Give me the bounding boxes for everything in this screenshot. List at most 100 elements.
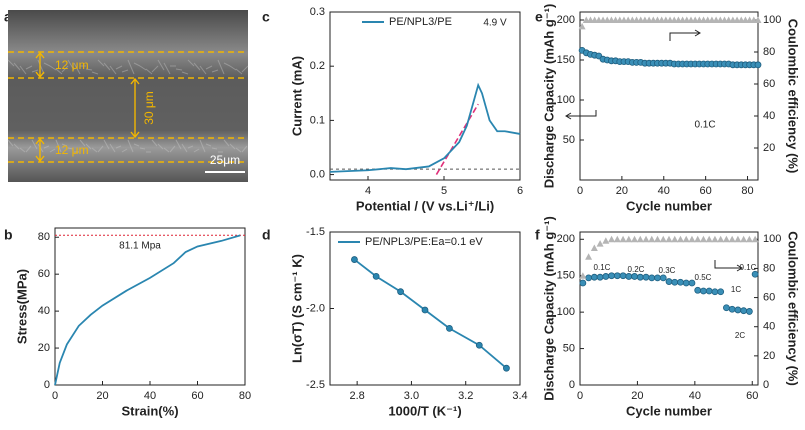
- texture: [61, 143, 68, 147]
- texture: [7, 59, 15, 67]
- texture: [193, 62, 201, 71]
- data-point: [372, 272, 380, 280]
- arrowhead: [130, 77, 140, 139]
- x-tick-label: 80: [741, 185, 753, 197]
- y-tick-label: 100: [557, 94, 575, 106]
- annotation: 81.1 Mpa: [119, 241, 161, 252]
- x-tick-label: 5: [441, 185, 447, 197]
- data-point: [665, 278, 673, 285]
- data-point: [682, 279, 690, 287]
- data-point: [602, 273, 610, 280]
- texture: [109, 65, 117, 75]
- data-point: [619, 272, 627, 280]
- texture: [157, 59, 165, 71]
- annotation: 30 μm: [142, 91, 156, 125]
- arrowhead: [35, 137, 45, 163]
- data-point: [717, 288, 725, 296]
- y-tick-label: -2.0: [306, 302, 325, 314]
- panel-label: d: [262, 227, 271, 243]
- data-point: [740, 307, 748, 315]
- data-point: [590, 244, 598, 252]
- x-tick-label: 40: [658, 185, 670, 197]
- y-tick-label: 200: [557, 233, 575, 245]
- data-point: [728, 305, 736, 313]
- texture: [85, 68, 93, 71]
- data-point: [659, 235, 667, 243]
- texture: [121, 69, 129, 73]
- y2-tick-label: 0: [763, 379, 769, 391]
- data-point: [711, 288, 719, 296]
- x-axis-title: Potential / (V vs.Li⁺/Li): [356, 198, 494, 213]
- texture: [97, 145, 104, 153]
- x-tick-label: 2.8: [349, 390, 364, 402]
- y-axis-title: Discharge Capacity (mAh g⁻¹): [541, 216, 556, 401]
- data-point: [625, 235, 633, 243]
- texture: [13, 62, 21, 71]
- data-point: [728, 235, 736, 243]
- texture: [175, 139, 182, 150]
- y2-tick-label: 20: [763, 142, 775, 154]
- data-point: [578, 22, 586, 30]
- x-axis-title: Cycle number: [626, 403, 712, 418]
- texture: [223, 139, 230, 147]
- texture: [121, 148, 128, 153]
- y-tick-label: 50: [563, 134, 575, 146]
- texture: [163, 62, 171, 75]
- panel-label: e: [535, 9, 543, 25]
- annotation: 0.1C: [594, 263, 611, 272]
- texture: [229, 65, 237, 71]
- texture: [181, 71, 189, 75]
- y2-tick-label: 60: [763, 78, 775, 90]
- texture: [85, 143, 92, 150]
- axis-arrow: [565, 110, 597, 120]
- legend-label: PE/NPL3/PE:Ea=0.1 eV: [365, 236, 483, 248]
- y-tick-label: 0: [44, 379, 50, 391]
- annotation: 0.2C: [628, 265, 645, 274]
- data-point: [648, 274, 656, 282]
- annotation: 2C: [735, 331, 745, 340]
- texture: [157, 143, 164, 150]
- data-point: [699, 235, 707, 243]
- texture: [235, 68, 243, 75]
- x-tick-label: 0: [577, 390, 583, 402]
- y2-tick-label: 40: [763, 321, 775, 333]
- data-point: [579, 279, 587, 287]
- y-tick-label: 200: [557, 14, 575, 26]
- plot-frame: [329, 11, 521, 181]
- texture: [139, 65, 147, 71]
- data-point: [608, 272, 615, 280]
- data-point: [676, 235, 684, 243]
- texture: [229, 143, 236, 150]
- texture: [7, 139, 14, 147]
- data-point: [694, 235, 702, 243]
- texture: [223, 62, 231, 67]
- texture: [49, 148, 56, 153]
- texture: [103, 62, 111, 71]
- y-tick-label: 0: [569, 379, 575, 391]
- texture: [127, 139, 134, 153]
- texture: [91, 71, 99, 75]
- data-point: [671, 235, 679, 243]
- x-tick-label: 40: [689, 390, 701, 402]
- annotation: 12 μm: [55, 143, 89, 157]
- data-point: [631, 273, 638, 280]
- texture: [133, 143, 140, 147]
- data-point: [740, 235, 748, 243]
- data-point: [734, 306, 742, 314]
- texture: [151, 139, 158, 147]
- data-point: [579, 272, 587, 279]
- texture: [199, 65, 207, 75]
- texture: [133, 62, 141, 67]
- data-point: [585, 253, 593, 260]
- x-tick-label: 4: [365, 185, 371, 197]
- texture: [73, 62, 81, 75]
- texture: [55, 139, 62, 153]
- data-point: [648, 235, 656, 243]
- texture: [193, 148, 200, 153]
- texture: [241, 145, 248, 153]
- x-tick-label: 20: [96, 390, 108, 402]
- legend-label: PE/NPL3/PE: [389, 16, 452, 28]
- texture: [205, 65, 213, 70]
- data-point: [723, 304, 730, 312]
- annotation: 0.3C: [659, 266, 676, 275]
